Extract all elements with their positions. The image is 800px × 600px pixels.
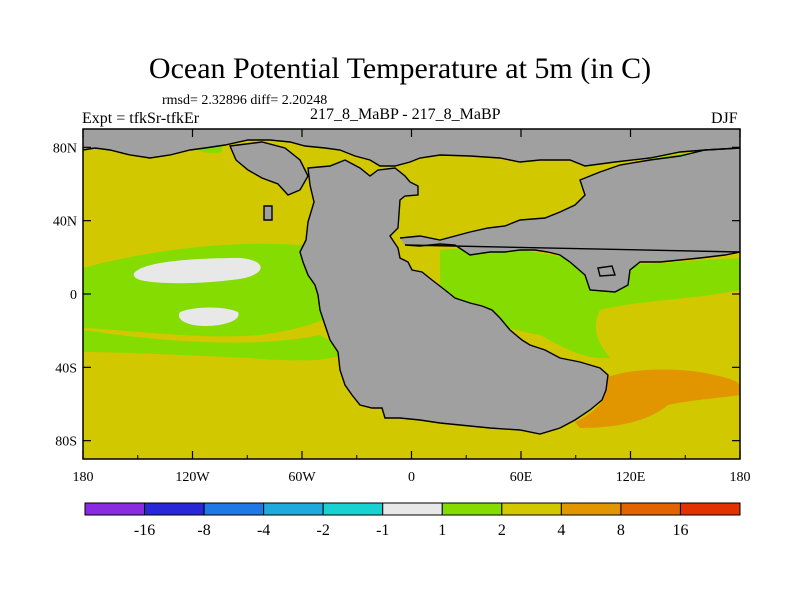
land-island-small-2 [598, 266, 615, 276]
colorbar-swatch [560, 502, 622, 516]
region-orange-south [575, 369, 740, 428]
coast-eurasia [399, 147, 740, 293]
land-americas [300, 160, 608, 434]
colorbar-label: 8 [617, 522, 625, 539]
coast-arctic [83, 139, 740, 167]
colorbar-label: 2 [498, 522, 506, 539]
colorbar-swatch [501, 502, 562, 516]
y-tick-label: 80N [53, 141, 77, 156]
colorbar-swatch [620, 502, 681, 516]
y-tick-label: 40S [55, 361, 77, 376]
x-tick-label: 180 [730, 470, 751, 485]
y-tick-label: 40N [53, 215, 77, 230]
x-tick-label: 0 [408, 470, 415, 485]
colorbar: -16 -8 -4 -2 -1 1 2 4 8 16 [84, 502, 741, 539]
colorbar-label: -2 [317, 522, 330, 539]
x-tick-label: 180 [73, 470, 94, 485]
colorbar-swatch [382, 502, 443, 516]
land-greenland [230, 142, 308, 195]
colorbar-label: -16 [134, 522, 155, 539]
stats-label: rmsd= 2.32896 diff= 2.20248 [162, 93, 328, 108]
x-tick-label: 120E [616, 470, 646, 485]
chart-title: Ocean Potential Temperature at 5m (in C) [148, 52, 652, 85]
colorbar-swatch [441, 502, 503, 516]
region-indian-band [440, 248, 740, 359]
experiment-label: Expt = tfkSr-tfkEr [82, 110, 200, 127]
coast-americas [299, 159, 609, 435]
x-tick-label: 120W [175, 470, 210, 485]
region-white-2 [178, 307, 239, 326]
colorbar-swatch [84, 502, 146, 516]
season-label: DJF [711, 110, 738, 127]
coast-island [263, 205, 273, 221]
y-tick-label: 80S [55, 435, 77, 450]
land-eurasia-africa [400, 148, 740, 292]
coast-greenland [228, 141, 309, 196]
colorbar-swatch [203, 502, 265, 516]
colorbar-label: 16 [672, 522, 688, 539]
colorbar-swatch [144, 502, 205, 516]
subtitle-label: 217_8_MaBP - 217_8_MaBP [310, 106, 501, 123]
colorbar-swatch [679, 502, 741, 516]
x-tick-label: 60E [510, 470, 533, 485]
x-tick-label: 60W [288, 470, 316, 485]
colorbar-swatch [263, 502, 324, 516]
colorbar-label: 1 [438, 522, 446, 539]
region-south-pacific-band [83, 330, 345, 361]
colorbar-label: -1 [376, 522, 389, 539]
land-arctic [83, 129, 740, 166]
colorbar-label: -4 [257, 522, 270, 539]
y-tick-label: 0 [70, 288, 77, 303]
colorbar-label: -8 [197, 522, 210, 539]
coast-island-2 [597, 265, 616, 277]
land-island-small [264, 206, 272, 220]
colorbar-label: 4 [557, 522, 565, 539]
region-white-1 [133, 258, 261, 284]
colorbar-swatch [322, 502, 384, 516]
